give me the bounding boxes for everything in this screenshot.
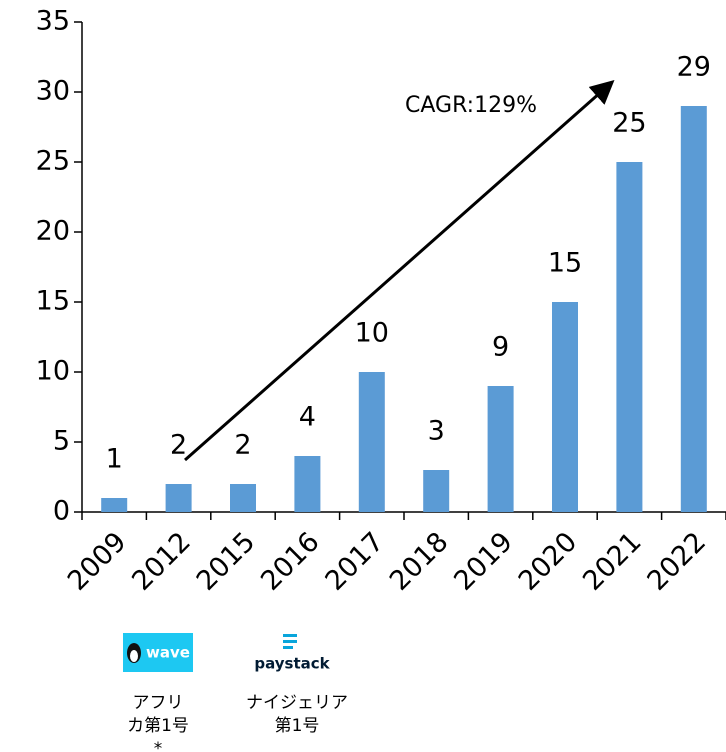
bar (294, 456, 321, 512)
value-label: 4 (299, 402, 316, 433)
trend-arrow (184, 80, 615, 462)
value-label: 2 (170, 430, 187, 461)
logo-caption: アフリ (133, 693, 184, 713)
wave-logo: wave (123, 633, 193, 672)
bar (423, 470, 450, 512)
bar (230, 484, 256, 512)
x-tick-label: 2019 (448, 526, 519, 597)
bar (165, 484, 192, 512)
annotation: CAGR:129% (405, 93, 537, 118)
logo-caption: ナイジェリア (246, 693, 348, 713)
x-tick-label: 2017 (320, 526, 391, 597)
logo-caption: * (154, 739, 163, 752)
y-tick-label: 20 (36, 216, 70, 247)
bar (616, 162, 643, 512)
logo-caption: カ第1号 (127, 716, 189, 736)
paystack-logo: paystack (254, 634, 331, 673)
x-tick-label: 2012 (126, 526, 197, 597)
value-label: 9 (492, 332, 509, 363)
y-tick-label: 15 (36, 286, 70, 317)
x-tick-label: 2018 (384, 526, 455, 597)
x-tick-label: 2015 (191, 526, 262, 597)
x-tick-label: 2021 (577, 526, 648, 597)
value-label: 15 (548, 248, 582, 279)
y-tick-label: 5 (53, 426, 70, 457)
bar (101, 498, 128, 512)
logo-caption: 第1号 (275, 716, 320, 736)
value-label: 10 (355, 318, 389, 349)
bar (552, 302, 578, 512)
y-tick-label: 0 (53, 496, 70, 527)
bar (358, 372, 385, 512)
x-tick-label: 2022 (642, 526, 713, 597)
x-tick-label: 2016 (255, 526, 326, 597)
x-tick-label: 2020 (513, 526, 584, 597)
bar (487, 386, 514, 512)
value-label: 29 (677, 52, 711, 83)
value-label: 2 (234, 430, 251, 461)
y-tick-label: 35 (36, 6, 70, 37)
value-label: 3 (428, 416, 445, 447)
value-label: 1 (106, 444, 123, 475)
logo-text: paystack (254, 655, 330, 673)
y-tick-label: 30 (36, 76, 70, 107)
y-tick-label: 25 (36, 146, 70, 177)
y-tick-label: 10 (36, 356, 70, 387)
x-tick-label: 2009 (62, 526, 133, 597)
bar (680, 106, 707, 512)
logo-text: wave (146, 644, 190, 662)
value-label: 25 (612, 108, 646, 139)
